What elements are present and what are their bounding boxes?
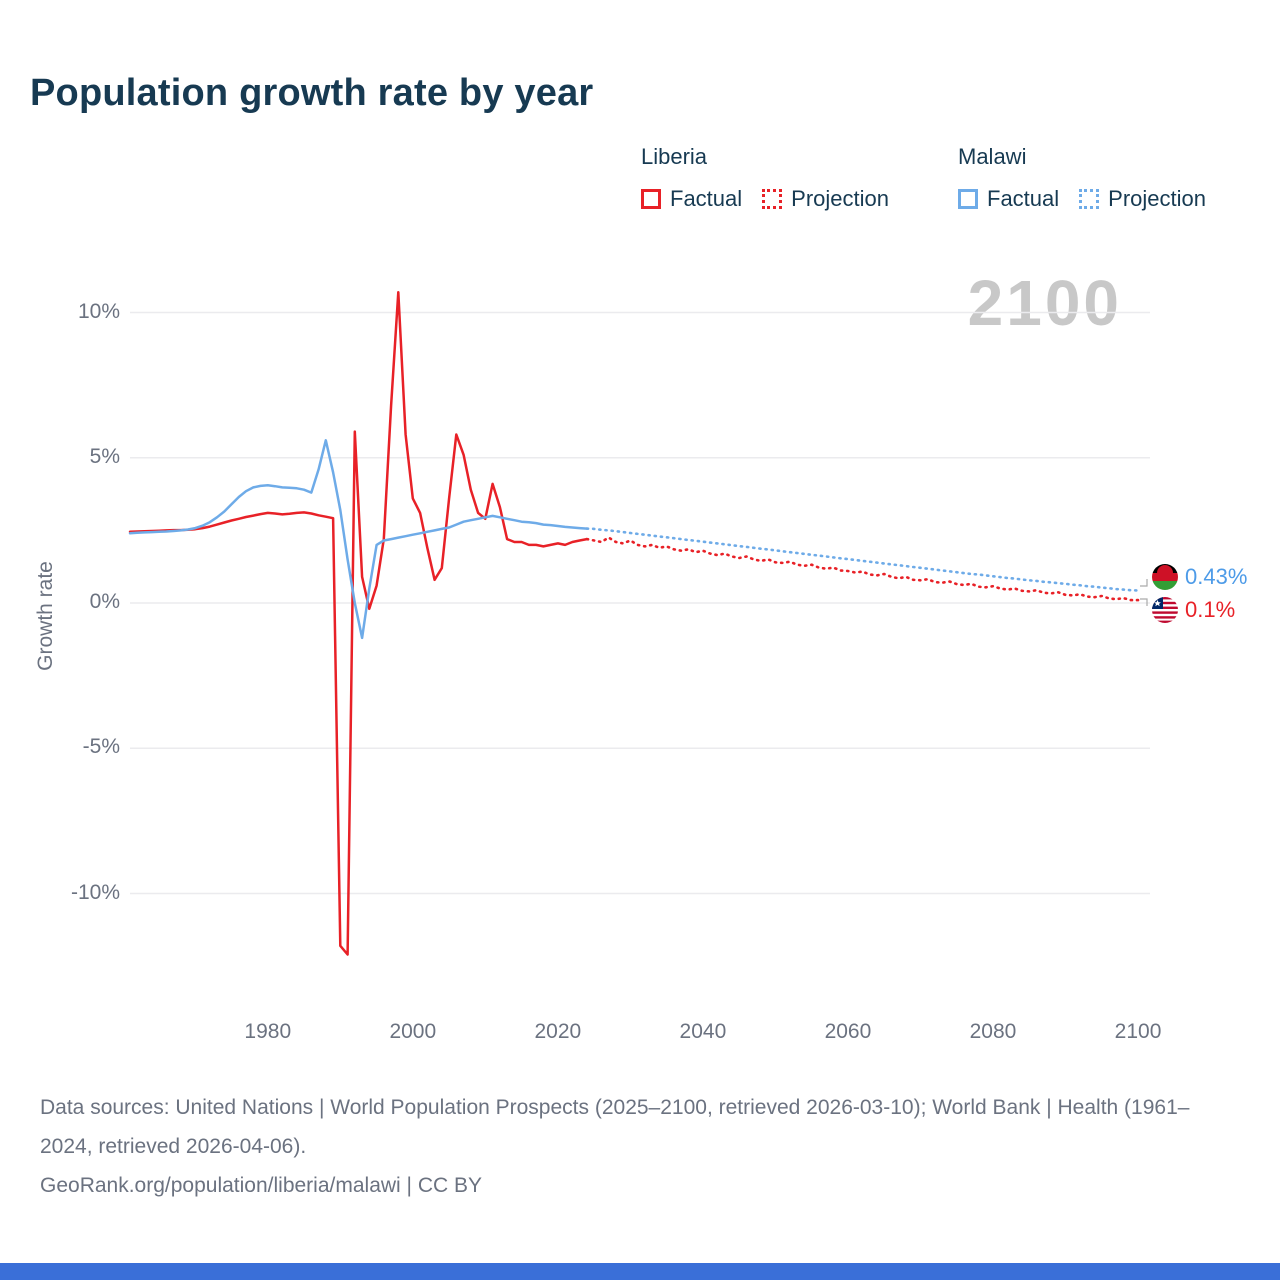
liberia-projection-swatch-icon — [762, 189, 783, 209]
y-tick-label: 0% — [89, 590, 120, 613]
malawi-factual-swatch-icon — [958, 189, 978, 209]
legend-item-malawi-factual[interactable]: Factual — [958, 186, 1059, 212]
legend-country-malawi: Malawi — [958, 144, 1027, 169]
malawi-factual-line — [128, 439, 589, 640]
liberia-factual-swatch-icon — [641, 189, 661, 209]
source-link-text: GeoRank.org/population/liberia/malawi | … — [40, 1174, 483, 1197]
legend-label-factual: Factual — [987, 186, 1060, 211]
y-tick-label: -5% — [82, 735, 120, 759]
x-tick-label: 1980 — [244, 1020, 292, 1043]
malawi-label-connector — [1140, 579, 1148, 587]
y-tick-label: 5% — [89, 444, 120, 468]
x-tick-label: 2000 — [389, 1020, 437, 1043]
legend-group-liberia: Liberia Factual Projection — [641, 144, 889, 212]
liberia-end-label: 0.1% — [1152, 597, 1235, 623]
malawi-projection-swatch-icon — [1079, 189, 1100, 209]
liberia-flag-icon — [1152, 597, 1178, 623]
legend-label-projection: Projection — [791, 186, 889, 211]
legend-group-malawi: Malawi Factual Projection — [958, 144, 1206, 212]
legend-label-projection: Projection — [1108, 186, 1206, 211]
malawi-projection-line — [585, 527, 1140, 592]
x-tick-label: 2080 — [969, 1020, 1017, 1043]
data-sources-text: Data sources: United Nations | World Pop… — [40, 1096, 1190, 1158]
malawi-end-label: 0.43% — [1152, 564, 1247, 590]
chart-title: Population growth rate by year — [30, 72, 594, 114]
x-tick-label: 2020 — [534, 1020, 582, 1043]
x-tick-label: 2100 — [1114, 1020, 1162, 1043]
legend-item-malawi-projection[interactable]: Projection — [1079, 186, 1206, 212]
y-tick-label: 10% — [77, 299, 120, 323]
legend-item-liberia-factual[interactable]: Factual — [641, 186, 742, 212]
malawi-flag-icon — [1152, 564, 1178, 590]
watermark-year: 2100 — [967, 267, 1122, 339]
malawi-end-value: 0.43% — [1185, 564, 1248, 589]
liberia-end-value: 0.1% — [1185, 597, 1236, 622]
x-tick-label: 2040 — [679, 1020, 727, 1043]
legend-label-factual: Factual — [670, 186, 743, 211]
liberia-projection-line — [585, 536, 1140, 602]
footer: Data sources: United Nations | World Pop… — [40, 1088, 1220, 1205]
x-tick-label: 2060 — [824, 1020, 872, 1043]
y-tick-label: -10% — [70, 880, 120, 904]
bottom-accent-bar — [0, 1263, 1280, 1280]
legend-country-liberia: Liberia — [641, 144, 708, 169]
legend-item-liberia-projection[interactable]: Projection — [762, 186, 889, 212]
liberia-label-connector — [1140, 598, 1148, 606]
liberia-factual-line — [128, 290, 589, 956]
